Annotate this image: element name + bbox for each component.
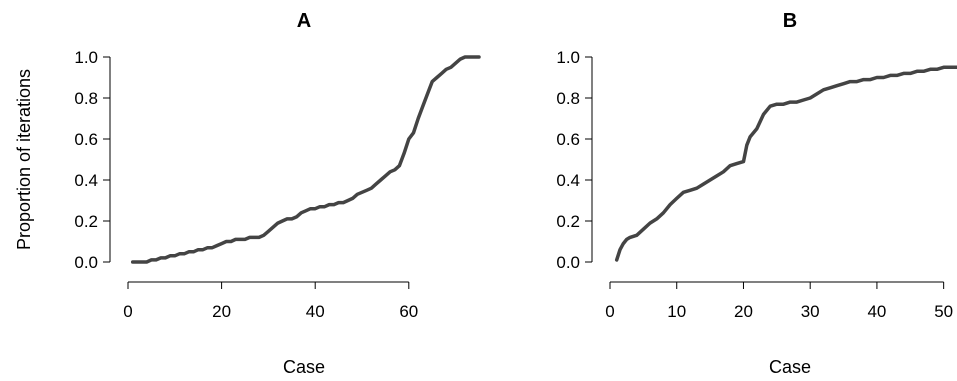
x-tick-label: 50 <box>934 302 953 321</box>
y-tick-label: 0.2 <box>74 212 98 231</box>
y-tick-label: 0.0 <box>556 253 580 272</box>
x-tick-label: 40 <box>867 302 886 321</box>
x-axis-title: Case <box>769 357 811 377</box>
x-tick-label: 40 <box>306 302 325 321</box>
series-line <box>614 65 957 262</box>
y-tick-label: 0.6 <box>74 130 98 149</box>
series-line <box>130 55 481 264</box>
x-axis-title: Case <box>283 357 325 377</box>
panel-title: A <box>297 10 311 32</box>
x-tick-label: 0 <box>605 302 614 321</box>
panel-a: A 0.0 0.2 0.4 0.6 0.8 1.0 0 20 40 60 Case Proportion… <box>14 10 481 377</box>
y-tick-label: 1.0 <box>556 48 580 67</box>
x-tick-label: 60 <box>399 302 418 321</box>
y-tick-label: 0.4 <box>556 171 580 190</box>
x-tick-label: 20 <box>212 302 231 321</box>
panel-b: B 0.0 0.2 0.4 0.6 0.8 1.0 0 10 20 30 40 50 Case <box>556 10 957 377</box>
y-axis-title: Proportion of iterations <box>14 69 34 250</box>
panel-title: B <box>783 10 797 32</box>
y-tick-label: 0.2 <box>556 212 580 231</box>
y-tick-label: 0.6 <box>556 130 580 149</box>
x-tick-label: 20 <box>734 302 753 321</box>
y-tick-label: 0.4 <box>74 171 98 190</box>
x-tick-label: 30 <box>801 302 820 321</box>
y-tick-label: 0.0 <box>74 253 98 272</box>
x-tick-label: 10 <box>667 302 686 321</box>
y-tick-label: 0.8 <box>556 89 580 108</box>
y-tick-label: 0.8 <box>74 89 98 108</box>
x-tick-label: 0 <box>123 302 132 321</box>
y-tick-label: 1.0 <box>74 48 98 67</box>
